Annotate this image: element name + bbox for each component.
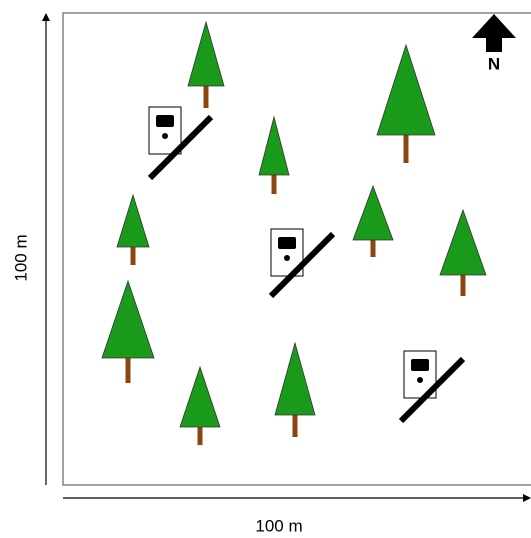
tree-crown [274,341,316,416]
north-label: N [488,54,500,73]
tree [116,193,150,265]
camera-traps [147,106,466,424]
camera-sensor [411,359,429,371]
camera-lens [162,133,168,139]
tree-trunk [271,175,277,194]
tree-trunk [403,135,409,163]
tree-trunk [203,86,209,108]
camera-body [270,228,304,277]
tree-crown [187,20,225,87]
tree-trunk [197,427,203,445]
tree-crown [101,279,155,359]
tree-crown [439,208,487,276]
north-arrow-shape [472,14,516,52]
trees [101,20,487,445]
camera-view-line [268,231,336,299]
tree [376,43,436,163]
tree-crown [352,184,394,241]
camera-trap [398,350,466,424]
tree [258,115,290,194]
tree-crown [258,115,290,176]
tree-crown [179,365,221,428]
camera-trap [147,106,214,181]
tree-trunk [370,240,376,257]
camera-lens [417,377,423,383]
tree-crown [116,193,150,248]
camera-view-line [147,114,214,181]
camera-view-line [398,356,466,424]
tree-trunk [130,247,136,265]
tree-trunk [460,275,466,296]
camera-lens [284,255,290,261]
tree [187,20,225,108]
x-axis-label: 100 m [255,516,302,535]
tree-trunk [292,415,298,437]
camera-body [148,106,182,155]
camera-trap [268,228,336,299]
y-axis-label: 100 m [11,234,30,281]
tree [101,279,155,383]
tree-trunk [125,358,131,383]
camera-sensor [156,115,174,127]
tree [352,184,394,257]
tree [179,365,221,445]
tree-crown [376,43,436,136]
camera-sensor [278,237,296,249]
north-arrow: N [472,14,516,73]
tree [274,341,316,437]
tree [439,208,487,296]
